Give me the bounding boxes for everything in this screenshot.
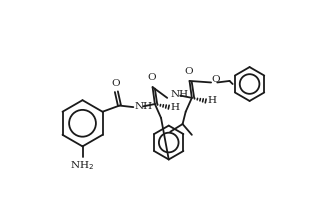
- Text: H: H: [207, 96, 216, 105]
- Text: NH: NH: [170, 90, 188, 99]
- Text: NH$_2$: NH$_2$: [71, 159, 94, 172]
- Text: O: O: [185, 67, 193, 76]
- Text: O: O: [111, 79, 120, 88]
- Text: H: H: [170, 103, 179, 112]
- Text: O: O: [147, 74, 156, 82]
- Text: NH: NH: [134, 102, 152, 111]
- Text: O: O: [212, 75, 220, 84]
